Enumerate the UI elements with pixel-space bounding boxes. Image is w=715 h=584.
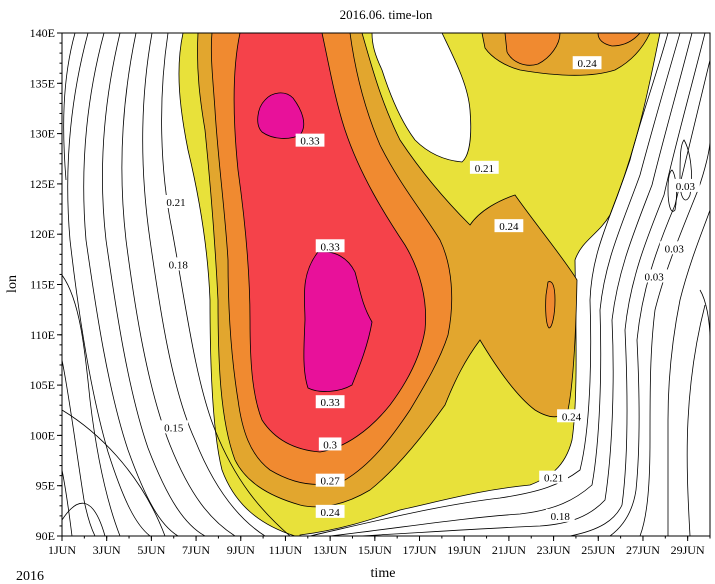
y-tick-label: 125E (30, 177, 55, 191)
contour-label-bg (494, 219, 524, 233)
contour-label-bg (159, 420, 189, 434)
x-tick-label: 3JUN (93, 543, 121, 557)
contour-label: 0.21 (544, 473, 563, 485)
plot-area: 0.33 0.33 0.33 0.3 0.27 0.24 0.24 0.21 0.24 0.24 0… (62, 33, 710, 536)
y-tick-label: 135E (30, 76, 55, 90)
contour-label: 0.15 (164, 422, 184, 434)
contour-label: 0.03 (645, 271, 665, 283)
x-tick-label: 25JUN (581, 543, 615, 557)
y-tick-label: 105E (30, 378, 55, 392)
contour-fill-0.27-top2 (597, 33, 641, 47)
white-hole (371, 33, 472, 163)
x-tick-label: 21JUN (492, 543, 526, 557)
contour-fill-small-right (545, 281, 556, 329)
contour-label: 0.03 (676, 181, 696, 193)
x-tick-label: 5JUN (137, 543, 165, 557)
chart-title: 2016.06. time-lon (340, 7, 433, 22)
contour-label: 0.24 (321, 507, 341, 519)
x-tick-label: 19JUN (447, 543, 481, 557)
contour-lines (62, 33, 710, 536)
x-tick-label: 17JUN (403, 543, 437, 557)
y-tick-label: 95E (36, 479, 55, 493)
contour-label: 0.33 (321, 397, 341, 409)
contour-label: 0.33 (321, 241, 341, 253)
y-axis: 90E 95E 100E 105E 110E 115E 120E 125E 130E 135E 14… (30, 26, 62, 543)
contour-label: 0.18 (169, 259, 189, 271)
x-tick-label: 13JUN (313, 543, 347, 557)
contour-label: 0.24 (577, 58, 597, 70)
year-label: 2016 (16, 569, 44, 584)
contour-fill-0.33-center (303, 251, 373, 392)
x-tick-label: 7JUN (182, 543, 210, 557)
y-tick-label: 120E (30, 227, 55, 241)
contour-label: 0.3 (323, 439, 337, 451)
y-tick-label: 110E (30, 328, 55, 342)
contour-label-bg (163, 257, 193, 271)
contour-label-bg (639, 269, 669, 283)
x-axis-title: time (371, 566, 396, 581)
contour-label-bg (318, 437, 342, 451)
contour-label-bg (315, 395, 345, 409)
x-axis: 1JUN 3JUN 5JUN 7JUN 9JUN 11JUN 13JUN 15JUN 17JUN… (48, 536, 711, 557)
contour-label: 0.18 (551, 511, 571, 523)
y-tick-label: 100E (30, 428, 55, 442)
y-tick-label: 140E (30, 26, 55, 40)
contour-label-bg (469, 160, 499, 174)
x-tick-label: 23JUN (537, 543, 571, 557)
contour-label-bg (315, 239, 345, 253)
x-tick-label: 15JUN (358, 543, 392, 557)
contour-label-bg (557, 409, 586, 423)
contour-label-bg (671, 178, 700, 192)
contour-label-bg (539, 470, 568, 484)
contour-label-bg (161, 195, 191, 209)
contour-label-bg (659, 241, 689, 255)
contour-label: 0.24 (562, 411, 582, 423)
x-tick-label: 11JUN (269, 543, 303, 557)
contour-labels: 0.33 0.33 0.33 0.3 0.27 0.24 0.24 0.21 0.24 0.24 0… (159, 56, 700, 523)
y-tick-label: 90E (36, 529, 55, 543)
contour-label: 0.33 (300, 136, 320, 148)
y-tick-label: 115E (30, 278, 55, 292)
contour-label: 0.21 (475, 163, 494, 175)
y-axis-title: lon (5, 275, 20, 293)
x-tick-label: 27JUN (626, 543, 660, 557)
contour-label-bg (315, 473, 345, 487)
contour-label: 0.21 (166, 197, 185, 209)
contour-label-bg (295, 133, 325, 147)
contour-label-bg (572, 56, 602, 70)
x-tick-label: 29JUN (671, 543, 705, 557)
contour-label-bg (315, 504, 345, 518)
contour-label-bg (545, 508, 575, 522)
contour-label: 0.03 (665, 243, 685, 255)
contour-label: 0.27 (321, 476, 341, 488)
contour-label: 0.24 (499, 221, 519, 233)
x-tick-label: 1JUN (48, 543, 76, 557)
y-tick-label: 130E (30, 127, 55, 141)
x-tick-label: 9JUN (227, 543, 255, 557)
contour-fill-0.27-top (504, 33, 561, 66)
